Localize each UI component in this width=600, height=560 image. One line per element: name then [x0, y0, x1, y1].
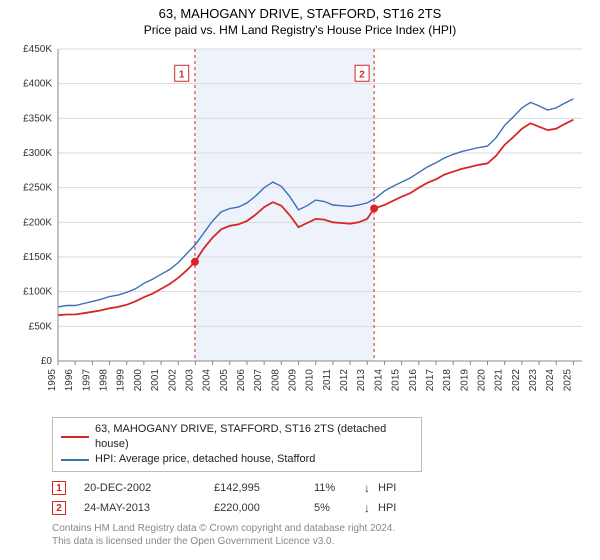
svg-text:1999: 1999	[116, 369, 127, 392]
legend-swatch-property	[61, 436, 89, 438]
sales-table: 1 20-DEC-2002 £142,995 11% ↓ HPI 2 24-MA…	[52, 478, 586, 518]
down-arrow-icon: ↓	[364, 501, 378, 515]
sale-marker-2-icon: 2	[52, 501, 66, 515]
svg-text:£350K: £350K	[23, 113, 52, 124]
svg-text:2013: 2013	[356, 369, 367, 392]
svg-text:1998: 1998	[99, 369, 110, 392]
chart-subtitle: Price paid vs. HM Land Registry's House …	[10, 23, 590, 37]
sales-row-2: 2 24-MAY-2013 £220,000 5% ↓ HPI	[52, 498, 586, 518]
svg-text:2: 2	[359, 69, 365, 80]
svg-text:2006: 2006	[236, 369, 247, 392]
down-arrow-icon: ↓	[364, 481, 378, 495]
svg-text:2025: 2025	[562, 369, 573, 392]
svg-text:2001: 2001	[150, 369, 161, 392]
svg-text:2009: 2009	[288, 369, 299, 392]
legend-swatch-hpi	[61, 459, 89, 461]
sales-row-1: 1 20-DEC-2002 £142,995 11% ↓ HPI	[52, 478, 586, 498]
svg-text:1996: 1996	[64, 369, 75, 392]
svg-text:2000: 2000	[133, 369, 144, 392]
sale-date-1: 20-DEC-2002	[84, 482, 214, 494]
svg-text:2023: 2023	[528, 369, 539, 392]
svg-text:2017: 2017	[425, 369, 436, 392]
sale-date-2: 24-MAY-2013	[84, 502, 214, 514]
legend: 63, MAHOGANY DRIVE, STAFFORD, ST16 2TS (…	[52, 417, 422, 472]
svg-text:2010: 2010	[305, 369, 316, 392]
sale-hpi-label-1: HPI	[378, 482, 408, 494]
svg-text:2015: 2015	[391, 369, 402, 392]
svg-text:2019: 2019	[459, 369, 470, 392]
legend-label-property: 63, MAHOGANY DRIVE, STAFFORD, ST16 2TS (…	[95, 422, 413, 452]
svg-text:2008: 2008	[270, 369, 281, 392]
svg-text:£400K: £400K	[23, 79, 52, 90]
svg-text:2004: 2004	[202, 369, 213, 392]
svg-text:£100K: £100K	[23, 287, 52, 298]
sale-price-2: £220,000	[214, 502, 314, 514]
svg-text:1995: 1995	[47, 369, 58, 392]
svg-text:2020: 2020	[477, 369, 488, 392]
svg-text:£200K: £200K	[23, 217, 52, 228]
svg-text:£150K: £150K	[23, 252, 52, 263]
svg-text:2003: 2003	[184, 369, 195, 392]
svg-text:2012: 2012	[339, 369, 350, 392]
sale-price-1: £142,995	[214, 482, 314, 494]
svg-text:£450K: £450K	[23, 44, 52, 55]
sale-hpi-label-2: HPI	[378, 502, 408, 514]
chart-container: 63, MAHOGANY DRIVE, STAFFORD, ST16 2TS P…	[0, 0, 600, 560]
svg-text:2021: 2021	[494, 369, 505, 392]
sale-pct-1: 11%	[314, 482, 364, 494]
svg-text:£0: £0	[41, 356, 53, 367]
line-chart-svg: £0 £50K £100K £150K £200K £250K £300K £350K £400…	[10, 41, 590, 411]
svg-text:£250K: £250K	[23, 183, 52, 194]
svg-text:2024: 2024	[545, 369, 556, 392]
svg-text:2007: 2007	[253, 369, 264, 392]
svg-text:£50K: £50K	[29, 321, 53, 332]
svg-text:1: 1	[179, 69, 185, 80]
footer-line-1: Contains HM Land Registry data © Crown c…	[52, 522, 586, 535]
chart-title: 63, MAHOGANY DRIVE, STAFFORD, ST16 2TS	[10, 6, 590, 21]
sale-marker-1-icon: 1	[52, 481, 66, 495]
svg-text:2005: 2005	[219, 369, 230, 392]
svg-text:£300K: £300K	[23, 148, 52, 159]
footer-line-2: This data is licensed under the Open Gov…	[52, 535, 586, 548]
svg-text:2014: 2014	[373, 369, 384, 392]
legend-item-property: 63, MAHOGANY DRIVE, STAFFORD, ST16 2TS (…	[61, 422, 413, 452]
legend-label-hpi: HPI: Average price, detached house, Staf…	[95, 452, 315, 467]
footer-attribution: Contains HM Land Registry data © Crown c…	[52, 522, 586, 548]
svg-text:2002: 2002	[167, 369, 178, 392]
svg-text:2018: 2018	[442, 369, 453, 392]
svg-text:2011: 2011	[322, 369, 333, 391]
svg-text:1997: 1997	[81, 369, 92, 392]
svg-text:2016: 2016	[408, 369, 419, 392]
legend-item-hpi: HPI: Average price, detached house, Staf…	[61, 452, 413, 467]
chart-plot-area: £0 £50K £100K £150K £200K £250K £300K £350K £400…	[10, 41, 590, 411]
svg-text:2022: 2022	[511, 369, 522, 392]
sale-pct-2: 5%	[314, 502, 364, 514]
